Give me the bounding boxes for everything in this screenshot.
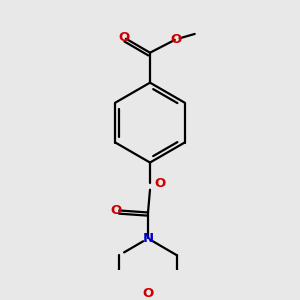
Text: O: O [170,33,182,46]
Text: O: O [110,204,122,217]
Text: O: O [118,32,130,44]
Text: O: O [154,177,166,190]
Text: N: N [142,232,154,245]
Text: O: O [142,287,154,300]
